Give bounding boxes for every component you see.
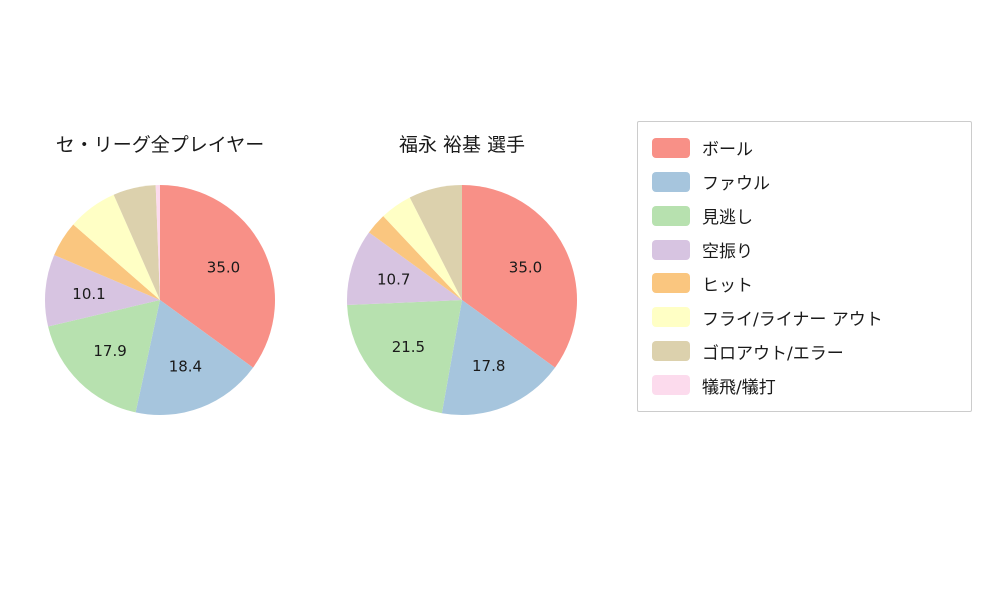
legend-item-label: ボール — [702, 140, 753, 161]
legend: ボールファウル見逃し空振りヒットフライ/ライナー アウト ゴロアウト/エラー 犠飛/… — [637, 121, 972, 412]
pie-slice-1 — [441, 300, 556, 415]
legend-item: ファウル — [652, 165, 957, 199]
pie-slice-5 — [73, 194, 160, 300]
legend-item: 見逃し — [652, 199, 957, 233]
legend-swatch — [652, 171, 690, 192]
legend-item: ボール — [652, 131, 957, 165]
legend-swatch — [652, 273, 690, 294]
legend-swatch — [652, 341, 690, 362]
pie-value-label: 35.0 — [207, 259, 240, 277]
legend-item: フライ/ライナー アウト — [652, 300, 957, 334]
pie-title-player: 福永 裕基 選手 — [398, 134, 526, 156]
pie-title-league: セ・リーグ全プレイヤー — [55, 134, 265, 156]
legend-item-label: ヒット — [702, 275, 753, 296]
pie-slice-4 — [368, 216, 462, 300]
legend-item-label: 見逃し — [702, 208, 753, 229]
legend-swatch — [652, 205, 690, 226]
pie-slice-4 — [54, 224, 160, 300]
legend-item-label: フライ/ライナー アウト — [702, 309, 883, 330]
pie-value-label: 17.8 — [472, 357, 505, 375]
legend-swatch — [652, 307, 690, 328]
legend-item-label: ゴロアウト/エラー — [702, 343, 844, 364]
pie-slice-6 — [113, 185, 160, 300]
pie-slice-3 — [346, 232, 462, 306]
pie-value-label: 10.7 — [377, 271, 410, 289]
pie-value-label: 35.0 — [509, 259, 542, 277]
pie-value-label: 21.5 — [392, 338, 425, 356]
legend-swatch — [652, 239, 690, 260]
pie-value-label: 17.9 — [93, 342, 126, 360]
legend-item-label: 犠飛/犠打 — [702, 377, 776, 398]
pie-slice-1 — [135, 300, 254, 416]
legend-item-label: ファウル — [702, 174, 770, 195]
legend-swatch — [652, 137, 690, 158]
pie-slice-5 — [383, 197, 462, 300]
legend-item: ヒット — [652, 267, 957, 301]
pie-slice-3 — [44, 254, 160, 327]
legend-swatch — [652, 375, 690, 396]
pie-chart-player: 35.0 17.8 21.5 10.7 — [346, 185, 578, 415]
pie-slice-7 — [155, 185, 160, 300]
pie-slice-6 — [409, 185, 462, 300]
pie-slice-2 — [347, 300, 462, 414]
pie-slice-2 — [48, 300, 161, 413]
legend-item: 犠飛/犠打 — [652, 368, 957, 402]
legend-item-label: 空振り — [702, 242, 753, 263]
pie-chart-league: 35.0 18.4 17.9 10.1 — [44, 185, 276, 416]
pie-value-label: 10.1 — [72, 285, 105, 303]
pie-value-label: 18.4 — [169, 358, 202, 376]
legend-item: 空振り — [652, 233, 957, 267]
legend-item: ゴロアウト/エラー — [652, 334, 957, 368]
pie-slice-0 — [160, 185, 276, 368]
pie-slice-0 — [462, 185, 578, 368]
